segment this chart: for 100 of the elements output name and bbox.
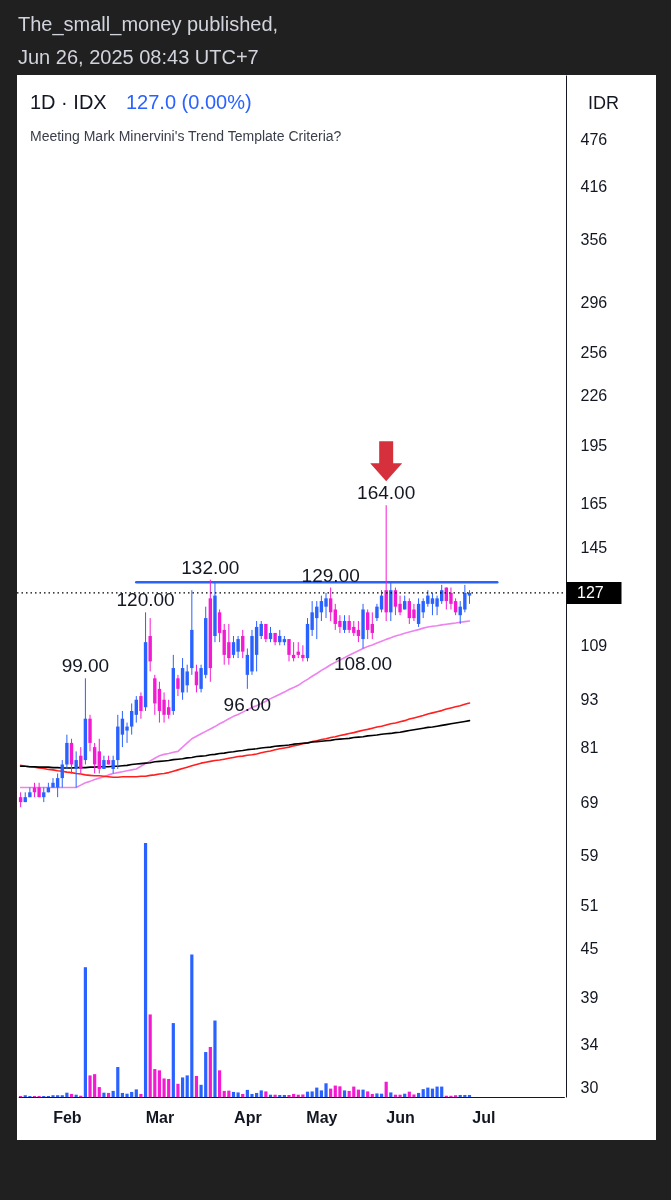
y-tick-label: 416: [580, 177, 608, 195]
bar: [342, 1090, 347, 1097]
x-tick-label: Jul: [472, 1108, 496, 1126]
y-tick-label: 226: [580, 386, 608, 404]
bar: [301, 1094, 305, 1097]
text: Jun 26, 2025 08:43 UTC+7: [18, 46, 259, 68]
candlestick: [324, 592, 328, 619]
candlestick: [129, 702, 134, 736]
bar: [88, 1075, 92, 1097]
bar: [352, 1086, 356, 1097]
y-tick-label: 165: [580, 494, 608, 512]
candlestick: [97, 738, 101, 775]
text: 1D · IDX: [30, 91, 107, 113]
y-tick-label: 145: [580, 538, 608, 556]
candlestick: [236, 635, 240, 659]
x-tick-label: Jun: [386, 1108, 415, 1126]
bar: [338, 1086, 342, 1097]
x-tick-label: Mar: [145, 1108, 175, 1126]
bar: [412, 1094, 416, 1097]
annotation: 120.00: [116, 589, 175, 611]
y-tick-label: 59: [580, 847, 599, 865]
text: 127.0 (0.00%): [126, 91, 252, 113]
bar: [241, 1093, 245, 1097]
bar: [106, 1092, 111, 1097]
annotation: 108.00: [333, 653, 393, 675]
bar: [222, 1090, 226, 1097]
candlestick: [384, 504, 388, 622]
bar: [310, 1091, 314, 1097]
candlestick: [301, 644, 305, 662]
bar: [361, 1089, 365, 1097]
y-tick-label: 81: [580, 738, 599, 756]
bar: [139, 1093, 143, 1097]
y-tick-label: 39: [580, 989, 599, 1007]
candlestick: [162, 691, 166, 724]
candlestick: [365, 608, 370, 640]
y-tick-label: 45: [580, 940, 599, 958]
y-tick-label: 256: [580, 344, 608, 361]
bar: [125, 1093, 129, 1097]
y-tick-label: 34: [580, 1036, 599, 1054]
bar: [426, 1087, 430, 1097]
bar: [416, 1092, 421, 1097]
bar: [194, 1075, 199, 1097]
bar: [264, 1091, 268, 1097]
bar: [213, 1020, 217, 1097]
bar: [421, 1089, 425, 1097]
y-axis-title: IDR: [588, 92, 619, 113]
bar: [69, 1093, 74, 1097]
y-tick-label: 51: [580, 897, 599, 915]
bar: [217, 1070, 222, 1097]
candlestick: [55, 773, 60, 798]
bar: [157, 1070, 162, 1097]
bar: [134, 1089, 138, 1097]
bar: [83, 967, 87, 1097]
text: The_small_money published,: [18, 13, 279, 36]
bar: [370, 1093, 374, 1097]
ref-line-label: 127: [577, 583, 604, 601]
y-tick-label: 93: [580, 691, 599, 709]
y-tick-label: 109: [580, 636, 608, 654]
bar: [287, 1094, 291, 1097]
bar: [120, 1092, 125, 1097]
candlestick: [176, 674, 180, 697]
bar: [250, 1093, 254, 1097]
candlestick: [227, 623, 231, 666]
bar: [143, 843, 148, 1097]
bar: [375, 1093, 379, 1097]
bar: [171, 1023, 175, 1097]
candlestick: [430, 592, 435, 616]
candlestick: [139, 691, 143, 720]
candlestick: [74, 750, 78, 789]
bar: [324, 1083, 328, 1097]
x-tick-label: May: [306, 1108, 338, 1126]
bar: [236, 1092, 240, 1097]
bar: [315, 1087, 319, 1097]
candlestick: [60, 759, 64, 789]
bar: [148, 1014, 152, 1097]
bar: [231, 1091, 236, 1097]
y-tick-label: 30: [580, 1079, 599, 1097]
candlestick: [51, 777, 55, 789]
bar: [180, 1077, 185, 1097]
bar: [116, 1067, 120, 1097]
bar: [398, 1094, 402, 1097]
candlestick: [125, 722, 129, 744]
annotation: 132.00: [181, 556, 240, 578]
y-tick-label: 69: [580, 793, 599, 811]
y-tick-label: 356: [580, 230, 608, 248]
y-tick-label: 476: [580, 131, 608, 149]
bar: [435, 1086, 439, 1097]
bar: [97, 1087, 101, 1097]
y-tick-label: 296: [580, 294, 608, 312]
candlestick: [65, 734, 69, 770]
bar: [259, 1090, 263, 1097]
bar: [389, 1092, 393, 1097]
candlestick: [231, 635, 236, 659]
x-tick-label: Feb: [53, 1108, 82, 1126]
annotation: 164.00: [357, 482, 416, 504]
x-tick-label: Apr: [234, 1108, 262, 1126]
candlestick: [287, 638, 291, 662]
candlestick: [412, 603, 416, 622]
annotation: 96.00: [223, 693, 272, 715]
candlestick: [449, 587, 453, 610]
